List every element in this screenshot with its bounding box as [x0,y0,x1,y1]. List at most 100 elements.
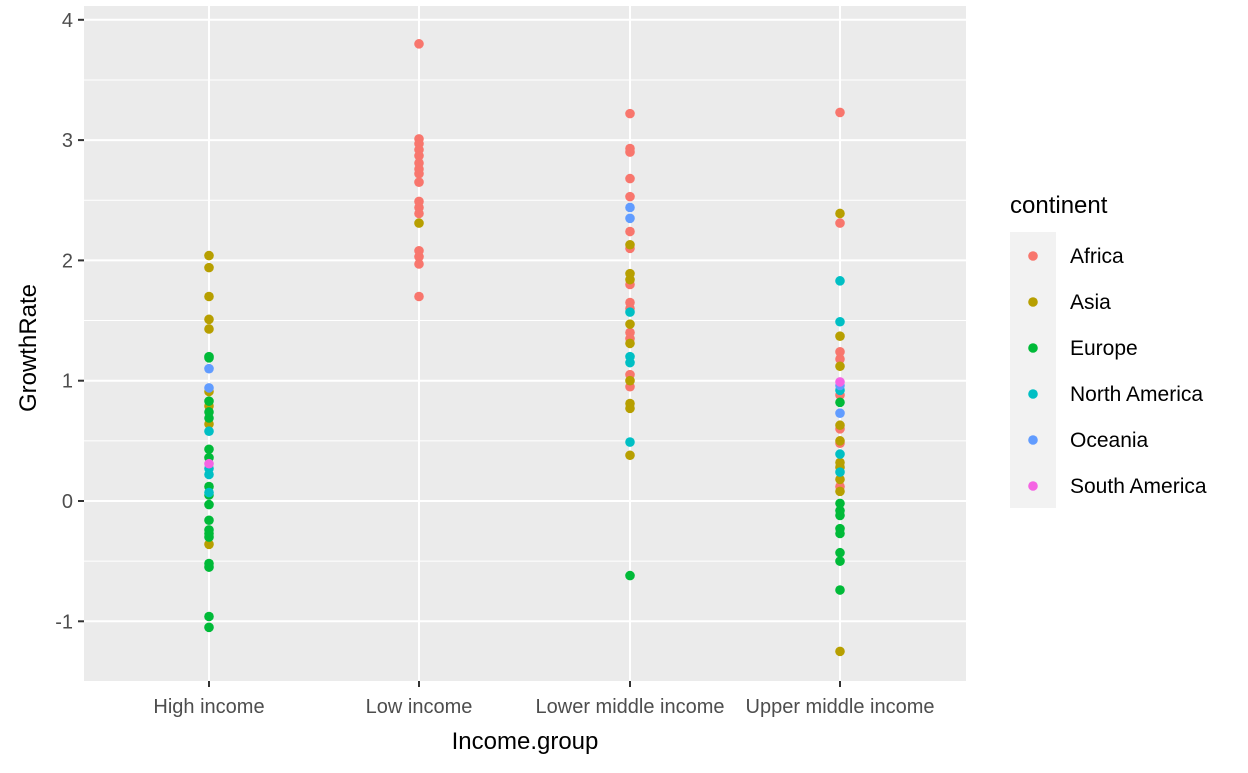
data-point [414,168,424,179]
data-point [835,420,845,431]
data-point [625,147,635,157]
data-point [204,515,214,526]
y-tick-label: 3 [62,130,73,152]
data-point [414,251,424,262]
data-point [835,556,845,566]
data-point [625,108,635,119]
data-point [204,499,214,510]
data-point [204,458,214,469]
data-point [414,39,424,49]
data-point [835,498,845,509]
data-point [204,487,214,498]
data-point [835,436,845,446]
data-point [835,547,845,558]
legend-key [1028,435,1038,445]
minor-gridlines [84,79,966,682]
y-tick-label: 0 [62,491,73,513]
data-point [204,413,214,423]
data-point [625,213,635,224]
data-point [835,510,845,521]
data-point [625,570,635,581]
legend: continent Africa Asia Europe North America O… [1010,192,1207,508]
data-point [835,354,845,364]
data-point [204,539,214,550]
data-point [204,250,214,261]
data-point [835,377,845,387]
data-point [414,291,424,302]
data-point [835,276,845,286]
data-point [625,239,635,250]
legend-key [1028,251,1038,261]
legend-label: Asia [1070,291,1111,314]
data-point [835,486,845,497]
data-point [204,426,214,437]
data-point [835,474,845,485]
data-point [204,611,214,622]
data-point [835,218,845,228]
data-point [835,408,845,418]
data-point [625,202,635,213]
data-point [625,437,635,447]
data-point [204,622,214,633]
y-axis-title: GrowthRate [15,284,42,412]
data-point [204,532,214,542]
data-point [204,469,214,480]
y-tick-label: 4 [62,10,73,32]
data-point [414,177,424,188]
data-point [625,274,635,285]
x-tick-label: High income [153,696,264,718]
legend-key [1028,481,1038,491]
data-point [835,449,845,459]
data-point [835,347,845,357]
x-tick-label: Lower middle income [536,696,725,718]
y-axis: -1 0 1 2 3 4 [55,10,84,633]
data-point [835,528,845,539]
data-point [204,324,214,334]
legend-items: Africa Asia Europe North America Oceania Sout… [1028,245,1207,498]
data-point [204,353,214,363]
data-point [625,307,635,317]
data-point [625,173,635,184]
legend-label: Oceania [1070,429,1149,452]
legend-key [1028,297,1038,307]
data-point [204,262,214,273]
x-axis-title: Income.group [452,728,599,755]
data-point [625,403,635,414]
x-tick-label: Upper middle income [746,696,935,718]
data-point [625,450,635,461]
legend-label: Europe [1070,337,1138,360]
data-point [204,314,214,325]
data-points [204,39,845,657]
data-point [414,150,424,161]
data-point [835,585,845,595]
data-point [204,562,214,572]
data-point [204,363,214,374]
data-point [625,226,635,237]
legend-label: South America [1070,475,1207,498]
legend-key [1028,389,1038,399]
data-point [414,218,424,228]
x-axis: High income Low income Lower middle income… [153,681,934,718]
data-point [625,375,635,386]
data-point [204,444,214,455]
x-tick-label: Low income [366,696,473,718]
data-point [414,259,424,269]
data-point [204,383,214,393]
legend-key-background [1010,232,1056,508]
legend-label: Africa [1070,245,1124,268]
data-point [204,291,214,302]
y-tick-label: 2 [62,250,73,272]
data-point [625,319,635,329]
data-point [835,316,845,327]
data-point [835,467,845,477]
legend-key [1028,343,1038,353]
legend-label: North America [1070,383,1203,406]
data-point [625,191,635,202]
data-point [835,208,845,219]
legend-title: continent [1010,192,1108,219]
data-point [414,208,424,219]
data-point [835,646,845,657]
plot-panel [84,6,966,681]
data-point [835,361,845,372]
